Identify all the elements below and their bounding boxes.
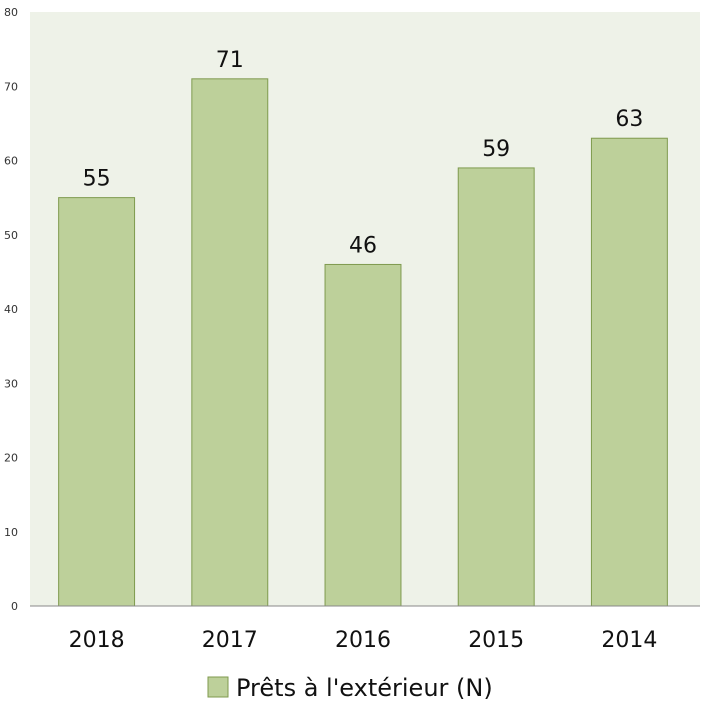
y-tick-label: 70 [4,80,18,93]
x-tick-label-2014: 2014 [601,628,657,653]
y-tick-label: 0 [11,600,18,613]
x-axis: 2018 2017 2016 2015 2014 [69,628,658,653]
y-tick-label: 50 [4,229,18,242]
y-tick-label: 20 [4,452,18,465]
y-axis: 0 10 20 30 40 50 60 70 80 [4,6,18,613]
value-label-2015: 59 [482,137,510,162]
y-tick-label: 10 [4,526,18,539]
value-label-2018: 55 [83,167,111,192]
bar-2017 [191,78,269,607]
value-label-2017: 71 [216,48,244,73]
legend-swatch [207,676,229,698]
bar-2016 [324,263,402,607]
bar-2014 [590,137,668,607]
value-labels: 55 71 46 59 63 [83,48,644,259]
y-tick-label: 40 [4,303,18,316]
x-tick-label-2018: 2018 [69,628,125,653]
y-tick-label: 30 [4,377,18,390]
legend-label: Prêts à l'extérieur (N) [236,674,493,702]
x-tick-label-2016: 2016 [335,628,391,653]
y-tick-label: 60 [4,155,18,168]
legend: Prêts à l'extérieur (N) [207,674,493,702]
x-tick-label-2017: 2017 [202,628,258,653]
bar-2015 [457,167,535,607]
bars [58,78,668,607]
y-tick-label: 80 [4,6,18,19]
bar-2018 [58,197,136,607]
value-label-2016: 46 [349,233,377,258]
x-tick-label-2015: 2015 [468,628,524,653]
value-label-2014: 63 [615,107,643,132]
